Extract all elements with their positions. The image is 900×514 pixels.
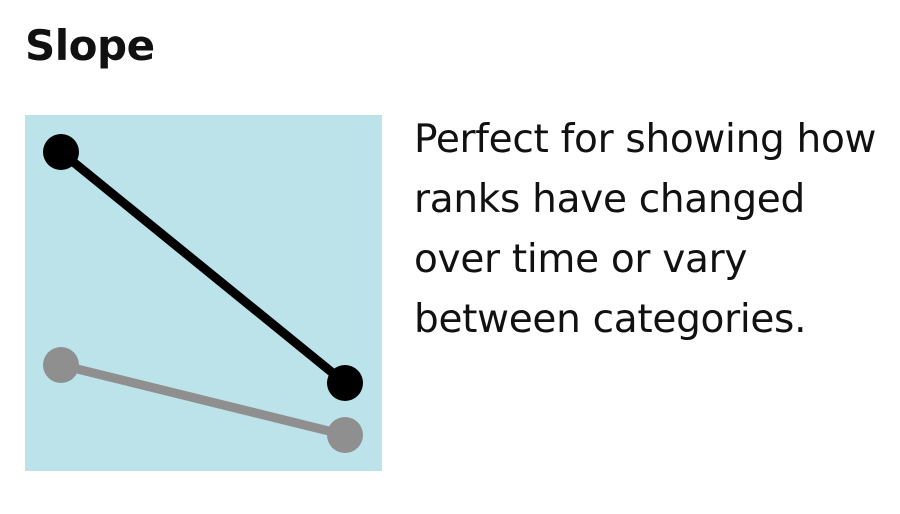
slope-point-muted-start <box>43 347 79 383</box>
slope-line-muted <box>56 360 350 440</box>
slope-point-muted-end <box>327 417 363 453</box>
card-description: Perfect for showing how ranks have chang… <box>414 117 877 342</box>
slope-chart-icon <box>25 115 382 471</box>
card-title: Slope <box>25 21 155 70</box>
slope-point-highlighted-start <box>43 134 79 170</box>
slope-chart-thumbnail <box>25 115 382 471</box>
slope-line-highlighted <box>56 147 350 388</box>
slope-point-highlighted-end <box>327 365 363 401</box>
